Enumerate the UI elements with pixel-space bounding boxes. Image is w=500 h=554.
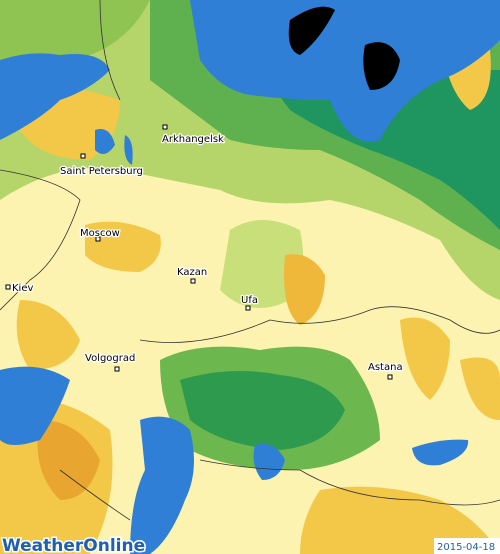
city-label: Arkhangelsk <box>162 134 224 145</box>
city-label: Astana <box>368 362 403 373</box>
island <box>288 6 335 56</box>
city-dots <box>5 124 393 380</box>
borders <box>0 0 500 521</box>
date-box <box>434 538 500 554</box>
city-label: Kiev <box>12 283 33 294</box>
date: 2015-04-18 <box>437 542 495 553</box>
city-label: Saint Petersburg <box>60 166 143 177</box>
city-label: Ufa <box>241 295 258 306</box>
city-label: Moscow <box>80 228 120 239</box>
city-label: Kazan <box>177 267 207 278</box>
peninsula <box>363 42 400 90</box>
city-label: Volgograd <box>85 353 135 364</box>
logo: WeatherOnline <box>2 536 145 554</box>
